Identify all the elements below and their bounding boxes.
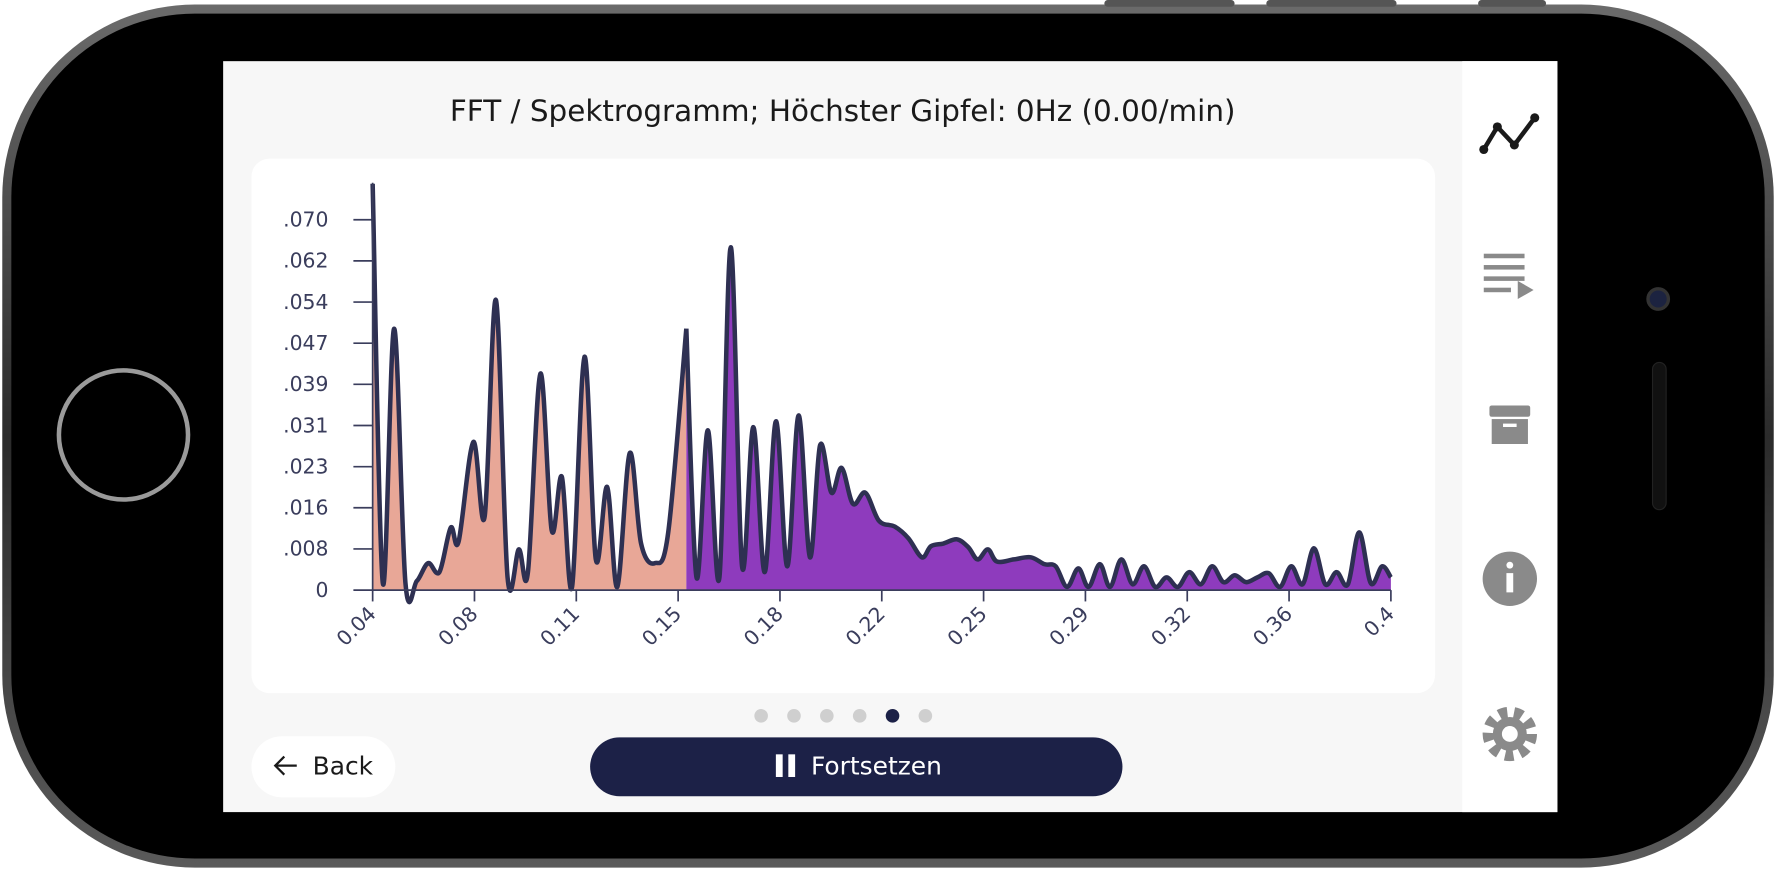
page-dot-active[interactable] xyxy=(885,709,900,723)
y-tick-label: .047 xyxy=(283,331,328,355)
y-tick-label: .031 xyxy=(283,413,328,437)
playlist-icon[interactable] xyxy=(1483,253,1534,300)
y-tick-label: 0 xyxy=(316,578,329,602)
y-tick-label: .062 xyxy=(283,249,328,273)
volume-button xyxy=(1104,0,1235,7)
mute-switch xyxy=(1478,0,1547,7)
home-button[interactable] xyxy=(56,368,191,502)
volume-button xyxy=(1266,0,1397,7)
chart-icon[interactable] xyxy=(1479,113,1540,155)
resume-label: Fortsetzen xyxy=(811,752,942,781)
settings-icon[interactable] xyxy=(1482,706,1538,762)
page-dot[interactable] xyxy=(787,709,801,723)
pager xyxy=(754,709,933,723)
back-button[interactable]: Back xyxy=(251,736,396,798)
speaker xyxy=(1651,361,1667,511)
y-tick-label: .039 xyxy=(283,372,328,396)
page-dot[interactable] xyxy=(918,709,933,723)
y-tick-label: .023 xyxy=(283,454,328,478)
archive-icon[interactable] xyxy=(1489,405,1531,444)
chart-card xyxy=(251,158,1436,694)
camera xyxy=(1646,287,1671,311)
back-label: Back xyxy=(313,752,374,781)
page-dot[interactable] xyxy=(754,709,768,723)
back-arrow xyxy=(273,755,297,776)
page-dot[interactable] xyxy=(820,709,834,723)
pause-icon xyxy=(775,754,783,777)
page-title: FFT / Spektrogramm; Höchster Gipfel: 0Hz… xyxy=(450,94,1236,128)
resume-button[interactable]: Fortsetzen xyxy=(590,737,1123,797)
pause-icon xyxy=(788,754,796,777)
area xyxy=(686,247,1391,591)
line xyxy=(684,244,1393,590)
y-tick-label: .008 xyxy=(283,537,328,561)
page-dot[interactable] xyxy=(852,709,867,723)
y-tick-label: .054 xyxy=(283,290,328,314)
info-icon[interactable] xyxy=(1482,551,1538,606)
line xyxy=(370,183,689,605)
y-tick-label: .016 xyxy=(283,496,328,520)
y-tick-label: .070 xyxy=(283,208,328,232)
plot-area xyxy=(372,183,1391,591)
